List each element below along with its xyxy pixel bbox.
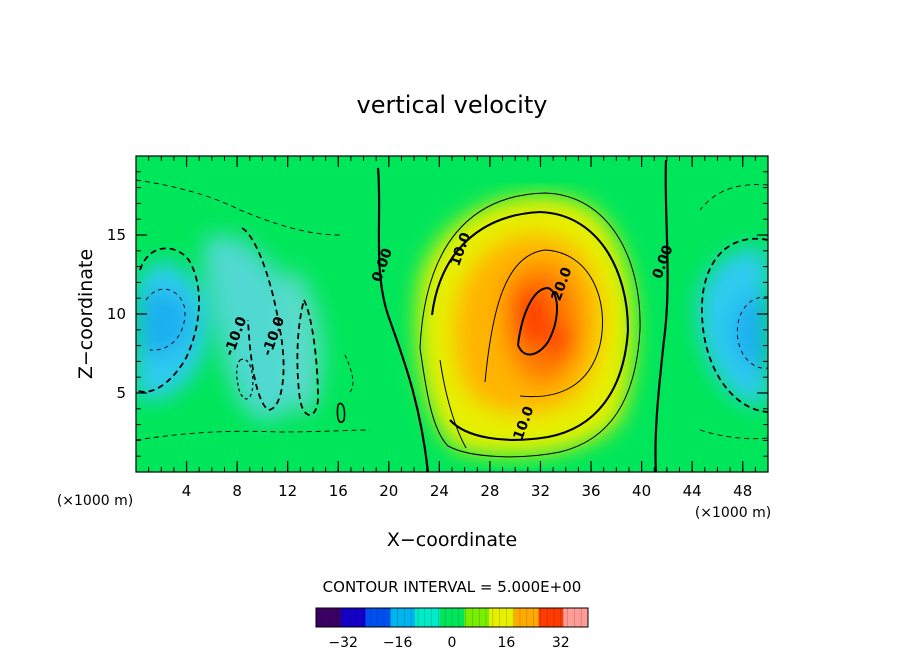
field-blob: [140, 290, 190, 356]
contour-line: [517, 286, 558, 356]
colorbar-tick-label: 16: [497, 635, 515, 651]
y-tick-label: 5: [116, 384, 126, 402]
contour-line: [439, 359, 467, 449]
contour-line: [145, 288, 186, 351]
x-tick-label: 8: [232, 482, 242, 500]
y-tick-label: 10: [107, 305, 126, 323]
contour-line: [136, 247, 200, 393]
colorbar-segment: [513, 608, 540, 627]
x-unit-left: (×1000 m): [57, 493, 133, 509]
colorbar-tick-label: −32: [328, 635, 358, 651]
contour-line: [344, 354, 354, 393]
field-blob: [283, 269, 323, 416]
contour-line: [419, 192, 641, 458]
contour-line: [699, 184, 768, 211]
contour-line: [654, 159, 669, 472]
contour-line: [376, 167, 430, 472]
contour-line: [430, 210, 630, 441]
contour-line: [699, 429, 768, 440]
y-axis: 5 10 15: [107, 155, 768, 473]
colorbar-segment: [464, 608, 490, 627]
plot-area: 0.00 10.020.00.00-10.0 -10.010.0 4 8 12 16 20 2…: [107, 155, 769, 500]
colorbar-segment: [439, 608, 465, 627]
colorbar-segment: [538, 608, 564, 627]
x-axis-label: X−coordinate: [387, 529, 517, 551]
colorbar-segment: [316, 608, 342, 627]
y-axis-label: Z−coordinate: [75, 249, 97, 379]
x-tick-label: 16: [329, 482, 348, 500]
x-tick-label: 4: [182, 482, 192, 500]
heat-field: [136, 195, 768, 456]
contour-line: [236, 358, 254, 400]
x-unit-right: (×1000 m): [695, 505, 771, 521]
x-tick-label: 24: [430, 482, 449, 500]
colorbar-tick-label: 32: [552, 635, 570, 651]
x-tick-label: 32: [531, 482, 550, 500]
contour-line: [136, 429, 371, 441]
contour-line: [296, 299, 319, 416]
x-tick-label: 12: [278, 482, 297, 500]
contour-lines: [136, 159, 768, 472]
x-axis: 4 8 12 16 20 24 28 32 36 40 44 48: [135, 156, 769, 500]
chart-title: vertical velocity: [357, 91, 548, 119]
colorbar-segment: [414, 608, 441, 627]
x-tick-label: 20: [379, 482, 398, 500]
colorbar-tick-label: 0: [448, 635, 457, 651]
y-tick-label: 15: [107, 226, 126, 244]
contour-line: [484, 249, 604, 398]
x-tick-label: 40: [632, 482, 651, 500]
colorbar-segment: [489, 608, 515, 627]
field-blob: [516, 287, 551, 346]
colorbar-segment: [340, 608, 366, 627]
x-tick-label: 36: [581, 482, 600, 500]
colorbar-segment: [563, 608, 589, 627]
contour-line: [336, 402, 346, 424]
contour-line: [241, 227, 285, 411]
x-tick-label: 44: [683, 482, 702, 500]
colorbar-segment: [390, 608, 416, 627]
contour-line: [136, 179, 341, 236]
field-blob: [203, 235, 299, 421]
contour-interval: CONTOUR INTERVAL = 5.000E+00: [323, 578, 582, 596]
colorbar-frame: [315, 607, 589, 628]
colorbar: −32 −16 0 16 32: [315, 607, 589, 651]
x-tick-label: 48: [733, 482, 752, 500]
colorbar-segment: [365, 608, 391, 627]
colorbar-tick-label: −16: [383, 635, 413, 651]
contour-line: [701, 237, 768, 413]
x-tick-label: 28: [480, 482, 499, 500]
